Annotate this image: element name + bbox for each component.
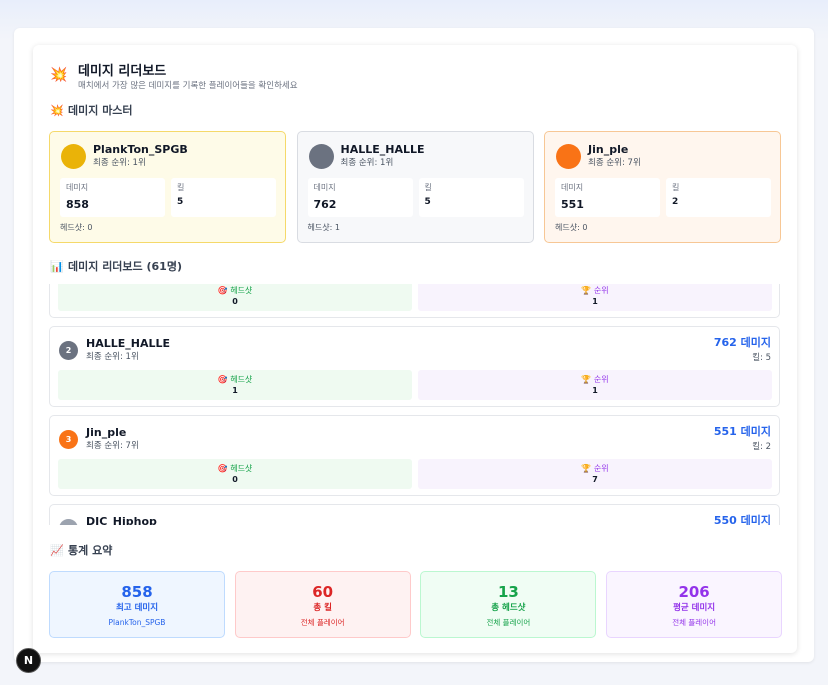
player-name: PlankTon_SPGB — [93, 143, 188, 156]
damage-total: 550 데미지 — [713, 514, 771, 525]
section-icon: 💥 — [50, 104, 64, 117]
section-title: 통계 요약 — [68, 544, 113, 557]
stat-sub: 전체 플레이어 — [672, 618, 716, 627]
damage-value: 762 — [313, 198, 337, 211]
place-label: 🏆 순위 — [581, 375, 609, 384]
final-rank: 최종 순위: 1위 — [86, 352, 139, 362]
headshot-box: 🎯 헤드샷 0 — [58, 459, 412, 489]
master-card: HALLE_HALLE 최종 순위: 1위 데미지 762 킬 5 헤드샷: 1 — [296, 131, 534, 243]
headshot-label: 🎯 헤드샷 — [217, 286, 253, 295]
medal — [61, 144, 86, 169]
damage-label: 데미지 — [313, 183, 336, 192]
place-value: 1 — [592, 297, 598, 306]
section-icon: 📈 — [50, 544, 64, 557]
stat-label: 총 헤드샷 — [491, 603, 526, 613]
place-label: 🏆 순위 — [581, 464, 609, 473]
kills: 킬: 5 — [752, 353, 771, 363]
stat-label: 최고 데미지 — [115, 603, 159, 613]
section-icon: 📊 — [50, 260, 64, 273]
header-title: 데미지 리더보드 — [78, 64, 167, 79]
damage-box: 데미지 762 — [307, 178, 413, 217]
section-title: 데미지 리더보드 (61명) — [68, 260, 182, 273]
kill-value: 5 — [177, 197, 184, 207]
headshots: 헤드샷: 0 — [555, 223, 588, 232]
headshot-value: 0 — [232, 297, 238, 306]
rank-circle: 2 — [59, 341, 78, 360]
headshots: 헤드샷: 0 — [60, 223, 93, 232]
kill-label: 킬 — [424, 183, 432, 192]
kill-label: 킬 — [672, 183, 680, 192]
final-rank: 최종 순위: 1위 — [93, 158, 146, 168]
medal — [556, 144, 581, 169]
final-rank: 최종 순위: 1위 — [340, 158, 394, 168]
player-name: HALLE_HALLE — [86, 337, 171, 350]
stat-sub: 전체 플레이어 — [300, 618, 345, 627]
place-value: 7 — [592, 475, 598, 484]
player-name: DIC_Hiphop — [86, 515, 157, 525]
rank-circle: 4 — [59, 519, 78, 525]
headshot-label: 🎯 헤드샷 — [217, 464, 253, 473]
place-value: 1 — [592, 386, 598, 395]
stat-value: 60 — [312, 583, 334, 601]
place-box: 🏆 순위 1 — [418, 284, 772, 311]
stat-sub: PlankTon_SPGB — [108, 618, 166, 627]
header-icon: 💥 — [50, 67, 68, 83]
damage-box: 데미지 551 — [555, 178, 660, 217]
leaderboard-entry[interactable]: 4 DIC_Hiphop 550 데미지 — [49, 504, 780, 525]
damage-value: 858 — [66, 198, 89, 211]
kill-value: 5 — [424, 197, 431, 207]
stat-sub: 전체 플레이어 — [486, 618, 531, 627]
place-box: 🏆 순위 7 — [418, 459, 772, 489]
player-name: HALLE_HALLE — [340, 143, 425, 156]
dev-badge[interactable]: N — [16, 648, 41, 673]
damage-label: 데미지 — [66, 183, 89, 192]
stat-value: 13 — [497, 583, 519, 601]
damage-box: 데미지 858 — [60, 178, 165, 217]
kill-value: 2 — [672, 197, 679, 207]
kill-label: 킬 — [177, 183, 185, 192]
headshot-value: 1 — [232, 386, 238, 395]
headshot-box: 🎯 헤드샷 1 — [58, 370, 412, 400]
player-name: Jin_ple — [588, 143, 629, 156]
damage-value: 551 — [561, 198, 584, 211]
player-name: Jin_ple — [86, 426, 127, 439]
leaderboard-entry[interactable]: 2 HALLE_HALLE 최종 순위: 1위 762 데미지 킬: 5 🎯 헤드샷 1 🏆 … — [49, 326, 780, 407]
medal — [308, 144, 334, 169]
damage-label: 데미지 — [561, 183, 584, 192]
final-rank: 최종 순위: 7위 — [86, 441, 139, 451]
rank-circle: 3 — [59, 430, 78, 449]
final-rank: 최종 순위: 7위 — [588, 158, 641, 168]
headshot-box: 🎯 헤드샷 0 — [58, 284, 412, 311]
stat-value: 206 — [678, 583, 710, 601]
section-title: 데미지 마스터 — [68, 104, 133, 117]
headshot-label: 🎯 헤드샷 — [217, 375, 253, 384]
stat-value: 858 — [121, 583, 153, 601]
master-card: Jin_ple 최종 순위: 7위 데미지 551 킬 2 헤드샷: 0 — [544, 131, 781, 243]
place-box: 🏆 순위 1 — [418, 370, 772, 400]
damage-total: 762 데미지 — [713, 336, 771, 349]
kills: 킬: 2 — [752, 442, 771, 452]
headshot-value: 0 — [232, 475, 238, 484]
leaderboard-entry[interactable]: 🎯 헤드샷 0 🏆 순위 1 — [49, 284, 780, 318]
damage-total: 551 데미지 — [713, 425, 771, 438]
header-subtitle: 매치에서 가장 많은 데미지를 기록한 플레이어들을 확인하세요 — [78, 81, 298, 91]
place-label: 🏆 순위 — [581, 286, 609, 295]
headshots: 헤드샷: 1 — [307, 223, 340, 232]
master-card: PlankTon_SPGB 최종 순위: 1위 데미지 858 킬 5 헤드샷: 0 — [49, 131, 286, 243]
stat-card: 858 최고 데미지 PlankTon_SPGB — [49, 571, 225, 638]
stat-label: 총 킬 — [313, 603, 332, 613]
stat-label: 평균 데미지 — [673, 603, 716, 613]
